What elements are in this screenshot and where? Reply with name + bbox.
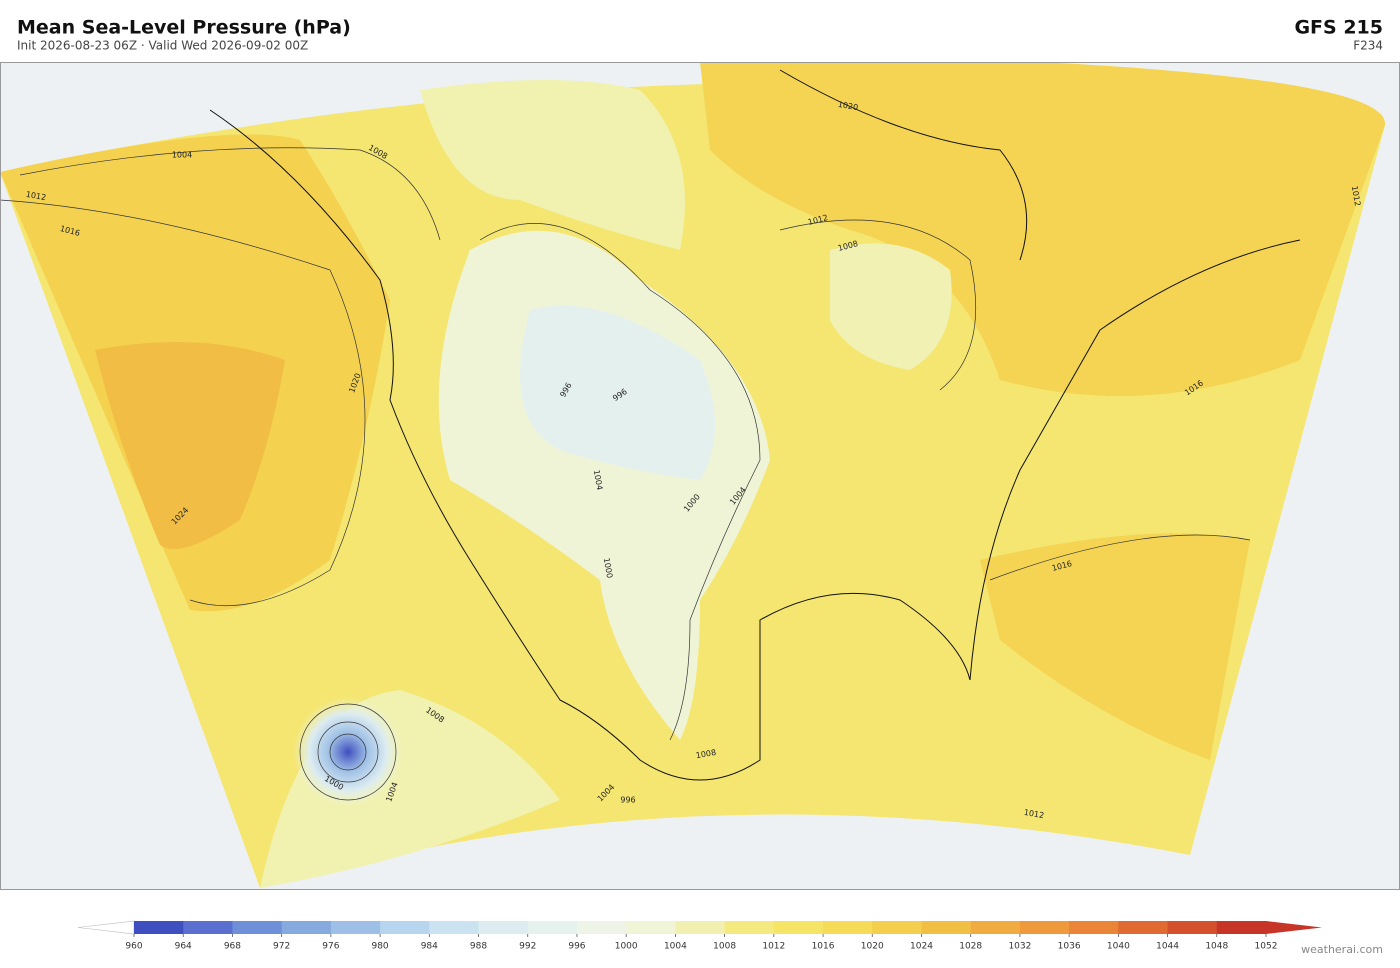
colorbar-tick-label: 960 [125, 942, 142, 952]
colorbar-segment [380, 921, 430, 934]
colorbar-tick-label: 1036 [1058, 942, 1081, 952]
colorbar-segment [183, 921, 233, 934]
colorbar-tick-label: 1020 [861, 942, 884, 952]
model-label: GFS 215 [1294, 17, 1383, 39]
colorbar-extension [1266, 921, 1322, 934]
contour-label: 1000 [602, 557, 614, 579]
colorbar: 960 964 968 972 976 980 984 988 992 996 1000 1004 10… [77, 920, 1322, 952]
hurricane [293, 697, 403, 807]
colorbar-tick-label: 1040 [1107, 942, 1130, 952]
colorbar-segment [1216, 921, 1267, 934]
field [95, 342, 285, 550]
colorbar-segment [232, 921, 283, 934]
colorbar-tick-label: 992 [519, 942, 536, 952]
colorbar-tick-label: 1052 [1255, 942, 1278, 952]
colorbar-tick-label: 968 [224, 942, 241, 952]
colorbar-tick-label: 1048 [1205, 942, 1228, 952]
field [520, 305, 715, 480]
colorbar-segment [872, 921, 922, 934]
colorbar-segment [626, 921, 676, 934]
colorbar-segment [576, 921, 627, 934]
colorbar-tick-label: 1028 [959, 942, 982, 952]
contour-label: 1008 [695, 748, 717, 760]
colorbar-segment [675, 921, 726, 934]
colorbar-extension [77, 920, 135, 935]
forecast-hour: F234 [1353, 39, 1383, 53]
colorbar-tick-label: 972 [273, 942, 290, 952]
contour-label: 1004 [172, 151, 192, 160]
colorbar-segment [281, 921, 332, 934]
field [700, 62, 1386, 396]
colorbar-tick-label: 980 [371, 942, 388, 952]
colorbar-tick-label: 976 [322, 942, 339, 952]
colorbar-tick-label: 1004 [664, 942, 687, 952]
colorbar-tick-label: 1012 [762, 942, 785, 952]
title: Mean Sea-Level Pressure (hPa) [17, 17, 351, 39]
colorbar-segment [429, 921, 480, 934]
colorbar-tick-label: 984 [421, 942, 438, 952]
colorbar-segment [1167, 921, 1218, 934]
colorbar-tick-label: 988 [470, 942, 487, 952]
colorbar-tick-label: 1016 [812, 942, 835, 952]
contour-label: 1012 [1350, 185, 1362, 207]
colorbar-segment [134, 921, 184, 934]
colorbar-segment [970, 921, 1021, 934]
colorbar-segment [527, 921, 578, 934]
contour-label: 996 [620, 796, 635, 805]
colorbar-segment [823, 921, 873, 934]
colorbar-tick-label: 1008 [713, 942, 736, 952]
contour-label: 1012 [1023, 808, 1045, 820]
field [830, 243, 952, 370]
field [420, 80, 685, 250]
colorbar-tick-label: 964 [175, 942, 192, 952]
contours [0, 147, 1251, 801]
colorbar-segment [773, 921, 824, 934]
colorbar-tick-label: 1024 [910, 942, 933, 952]
colorbar-segment [330, 921, 381, 934]
pressure-fields [0, 62, 1386, 888]
colorbar-segment [1069, 921, 1119, 934]
colorbar-segment [1118, 921, 1169, 934]
colorbar-tick-label: 1032 [1008, 942, 1031, 952]
contour-label: 1012 [25, 190, 47, 202]
subtitle: Init 2026-08-23 06Z · Valid Wed 2026-09-… [17, 39, 308, 53]
contour-label: 1020 [837, 100, 859, 112]
coastlines [209, 69, 1301, 781]
colorbar-tick-label: 1044 [1156, 942, 1179, 952]
credit: weatherai.com [1301, 943, 1383, 956]
colorbar-segment [1019, 921, 1070, 934]
contour-label: 1004 [592, 469, 604, 491]
colorbar-segment [921, 921, 972, 934]
colorbar-segment [478, 921, 529, 934]
colorbar-segment [724, 921, 775, 934]
colorbar-tick-label: 996 [568, 942, 585, 952]
field [980, 533, 1250, 760]
colorbar-tick-label: 1000 [615, 942, 638, 952]
